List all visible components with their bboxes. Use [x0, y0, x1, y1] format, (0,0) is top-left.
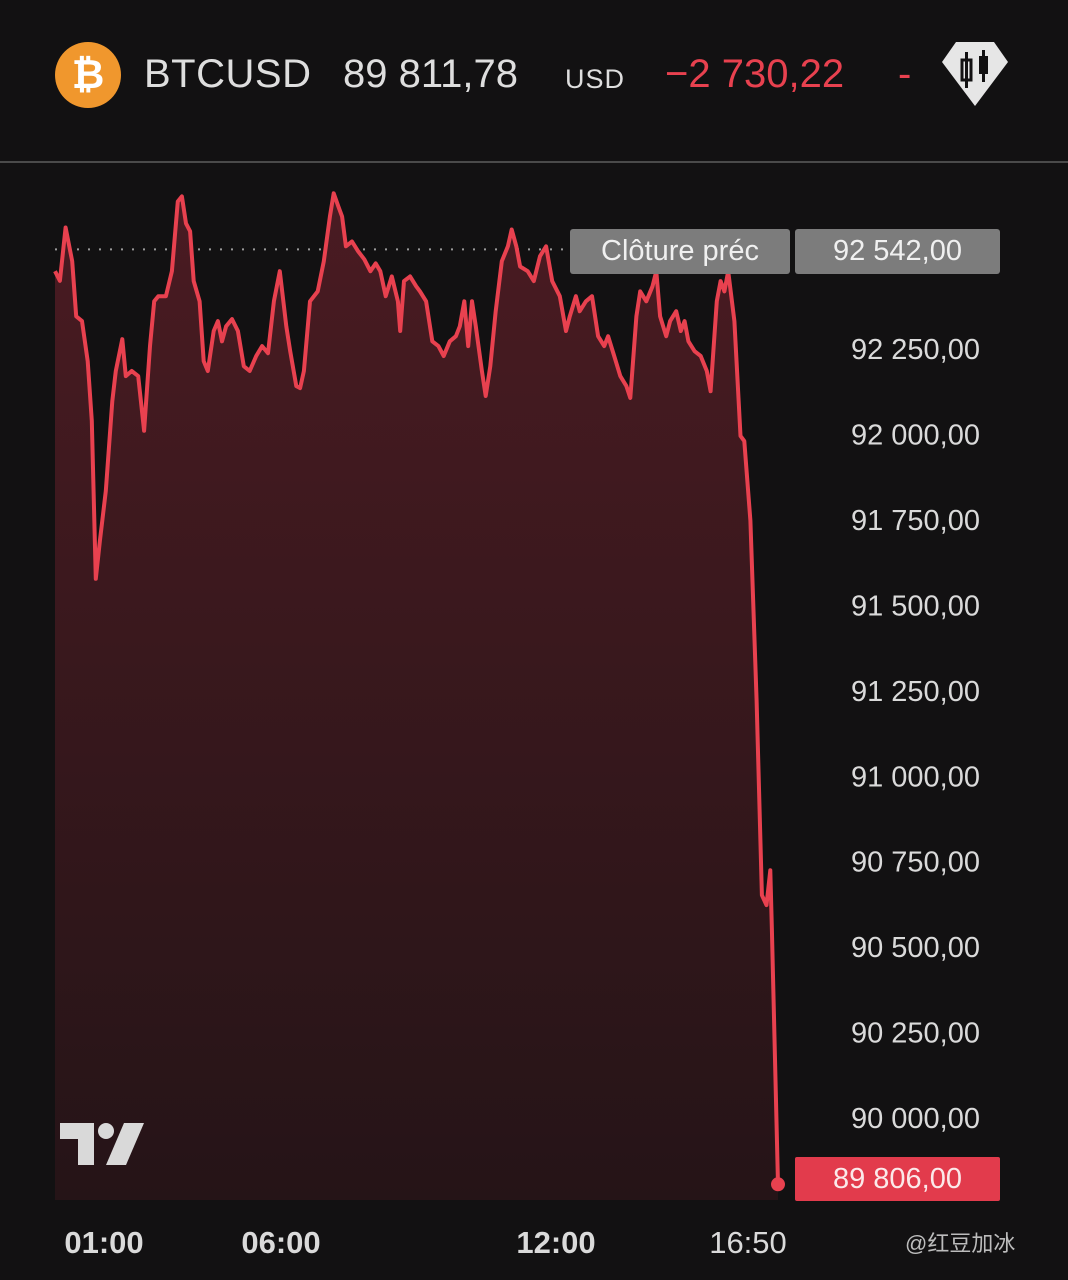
prev-close-label: Clôture préc [570, 229, 790, 274]
candlestick-diamond-icon[interactable] [938, 40, 1012, 108]
price-change-percent: - [898, 52, 912, 96]
last-price-badge: 89 806,00 [795, 1157, 1000, 1201]
bitcoin-logo-icon: ₿ [55, 42, 121, 108]
y-tick-label: 92 250,00 [851, 334, 980, 366]
x-tick-label: 12:00 [516, 1225, 595, 1260]
last-price: 89 811,78 [343, 52, 518, 96]
price-line [53, 191, 780, 1185]
prev-close-value: 92 542,00 [795, 229, 1000, 274]
symbol-name[interactable]: BTCUSD [144, 52, 312, 96]
price-area-fill [55, 193, 778, 1201]
y-tick-label: 92 000,00 [851, 420, 980, 452]
header-divider [0, 161, 1068, 163]
x-tick-label: 01:00 [64, 1225, 143, 1260]
x-tick-label: 06:00 [241, 1225, 320, 1260]
last-price-dot [771, 1177, 785, 1192]
y-tick-label: 90 500,00 [851, 932, 980, 964]
y-tick-label: 91 000,00 [851, 761, 980, 793]
y-tick-label: 90 000,00 [851, 1103, 980, 1135]
watermark: @红豆加冰 [905, 1231, 1016, 1256]
x-tick-label: 16:50 [709, 1225, 787, 1260]
y-tick-label: 90 750,00 [851, 847, 980, 879]
tradingview-logo-icon[interactable] [60, 1121, 144, 1165]
price-change: −2 730,22 [665, 52, 845, 96]
y-tick-label: 90 250,00 [851, 1018, 980, 1050]
symbol-header: ₿ BTCUSD 89 811,78 USD −2 730,22 - [0, 0, 1068, 162]
y-tick-label: 91 750,00 [851, 505, 980, 537]
currency: USD [565, 64, 626, 94]
y-tick-label: 91 250,00 [851, 676, 980, 708]
y-tick-label: 91 500,00 [851, 590, 980, 622]
